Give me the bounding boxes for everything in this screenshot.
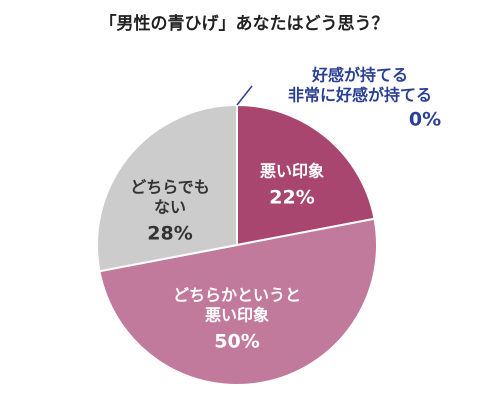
value-label: 50% xyxy=(214,331,259,353)
slice-label: 非常に好感が持てる xyxy=(288,86,432,105)
value-label: 0% xyxy=(409,109,441,131)
chart-title: 「男性の青ひげ」あなたはどう思う？ xyxy=(100,13,389,34)
pie-slice xyxy=(236,103,376,247)
slice-label: 悪い印象 xyxy=(260,162,324,181)
value-label: 22% xyxy=(269,187,314,209)
pie-slice xyxy=(96,103,238,273)
slice-label: どちらでも xyxy=(130,178,210,197)
pie-slice xyxy=(98,217,378,386)
leader-line xyxy=(236,85,253,106)
slice-label: どちらかというと xyxy=(173,286,301,305)
slice-label: 悪い印象 xyxy=(205,306,269,325)
slice-label: 好感が持てる xyxy=(311,66,408,85)
value-label: 28% xyxy=(147,223,192,245)
slice-label: ない xyxy=(154,198,186,217)
